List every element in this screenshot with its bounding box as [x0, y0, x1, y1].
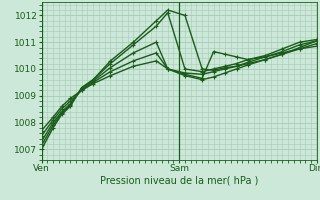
X-axis label: Pression niveau de la mer( hPa ): Pression niveau de la mer( hPa )	[100, 176, 258, 186]
